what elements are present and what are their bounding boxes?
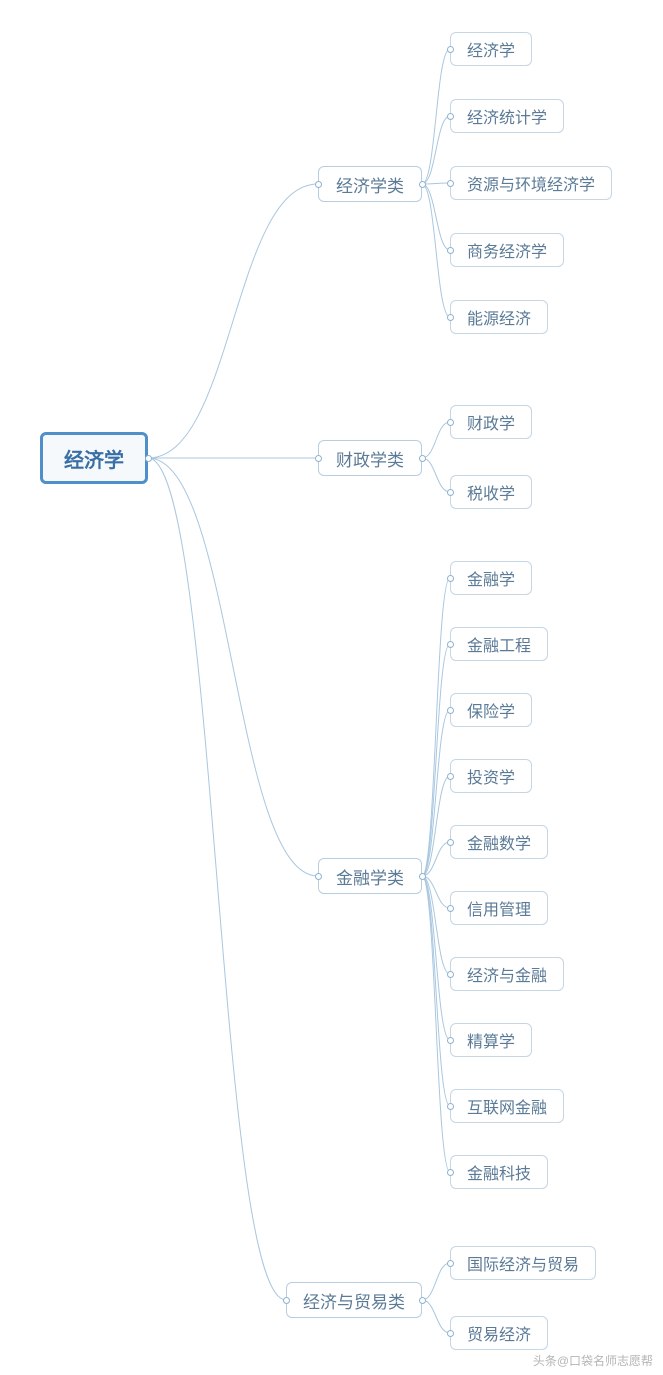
leaf-finance-5: 信用管理: [450, 891, 548, 925]
leaf-finance-9-label: 金融科技: [467, 1160, 531, 1184]
leaf-fiscal-0: 财政学: [450, 405, 532, 439]
connector-dot: [447, 113, 454, 120]
category-trade-label: 经济与贸易类: [303, 1288, 405, 1313]
leaf-trade-1-label: 贸易经济: [467, 1321, 531, 1345]
leaf-fiscal-1: 税收学: [450, 475, 532, 509]
connector-dot: [447, 905, 454, 912]
category-finance: 金融学类: [318, 858, 422, 894]
root-node: 经济学: [40, 432, 148, 484]
leaf-econ-3-label: 商务经济学: [467, 238, 547, 262]
leaf-finance-8: 互联网金融: [450, 1089, 564, 1123]
leaf-econ-2-label: 资源与环境经济学: [467, 171, 595, 195]
category-econ-label: 经济学类: [336, 172, 404, 197]
connector-dot: [315, 181, 322, 188]
connector-dot: [145, 455, 152, 462]
leaf-econ-0-label: 经济学: [467, 37, 515, 61]
leaf-econ-1-label: 经济统计学: [467, 104, 547, 128]
category-finance-label: 金融学类: [336, 864, 404, 889]
category-fiscal: 财政学类: [318, 440, 422, 476]
connector-dot: [447, 1037, 454, 1044]
connector-dot: [447, 1103, 454, 1110]
connector-dot: [419, 181, 426, 188]
leaf-finance-3-label: 投资学: [467, 764, 515, 788]
connector-dot: [447, 46, 454, 53]
leaf-econ-1: 经济统计学: [450, 99, 564, 133]
connector-dot: [447, 1260, 454, 1267]
leaf-fiscal-1-label: 税收学: [467, 480, 515, 504]
leaf-finance-5-label: 信用管理: [467, 896, 531, 920]
leaf-fiscal-0-label: 财政学: [467, 410, 515, 434]
leaf-econ-4-label: 能源经济: [467, 305, 531, 329]
connector-dot: [419, 455, 426, 462]
category-fiscal-label: 财政学类: [336, 446, 404, 471]
leaf-trade-0: 国际经济与贸易: [450, 1246, 596, 1280]
leaf-econ-2: 资源与环境经济学: [450, 166, 612, 200]
leaf-finance-2: 保险学: [450, 693, 532, 727]
connector-dot: [447, 1330, 454, 1337]
watermark-text: 头条@口袋名师志愿帮: [533, 1352, 653, 1369]
connector-dot: [283, 1297, 290, 1304]
connector-dot: [447, 575, 454, 582]
connector-dot: [315, 873, 322, 880]
connector-dot: [447, 839, 454, 846]
connector-dot: [419, 873, 426, 880]
leaf-finance-2-label: 保险学: [467, 698, 515, 722]
leaf-econ-3: 商务经济学: [450, 233, 564, 267]
connector-layer: [0, 0, 663, 1375]
connector-dot: [447, 419, 454, 426]
leaf-trade-1: 贸易经济: [450, 1316, 548, 1350]
leaf-finance-4: 金融数学: [450, 825, 548, 859]
connector-dot: [447, 180, 454, 187]
root-node-label: 经济学: [64, 444, 124, 473]
connector-dot: [447, 314, 454, 321]
leaf-econ-0: 经济学: [450, 32, 532, 66]
connector-dot: [447, 641, 454, 648]
leaf-finance-0: 金融学: [450, 561, 532, 595]
leaf-finance-3: 投资学: [450, 759, 532, 793]
leaf-finance-9: 金融科技: [450, 1155, 548, 1189]
leaf-finance-1: 金融工程: [450, 627, 548, 661]
connector-dot: [447, 773, 454, 780]
connector-dot: [447, 971, 454, 978]
connector-dot: [447, 1169, 454, 1176]
connector-dot: [447, 707, 454, 714]
connector-dot: [447, 489, 454, 496]
category-econ: 经济学类: [318, 166, 422, 202]
leaf-finance-6-label: 经济与金融: [467, 962, 547, 986]
connector-dot: [315, 455, 322, 462]
category-trade: 经济与贸易类: [286, 1282, 422, 1318]
leaf-finance-0-label: 金融学: [467, 566, 515, 590]
leaf-finance-8-label: 互联网金融: [467, 1094, 547, 1118]
leaf-econ-4: 能源经济: [450, 300, 548, 334]
leaf-finance-7-label: 精算学: [467, 1028, 515, 1052]
connector-dot: [447, 247, 454, 254]
leaf-finance-4-label: 金融数学: [467, 830, 531, 854]
leaf-finance-1-label: 金融工程: [467, 632, 531, 656]
connector-dot: [419, 1297, 426, 1304]
leaf-trade-0-label: 国际经济与贸易: [467, 1251, 579, 1275]
leaf-finance-7: 精算学: [450, 1023, 532, 1057]
leaf-finance-6: 经济与金融: [450, 957, 564, 991]
